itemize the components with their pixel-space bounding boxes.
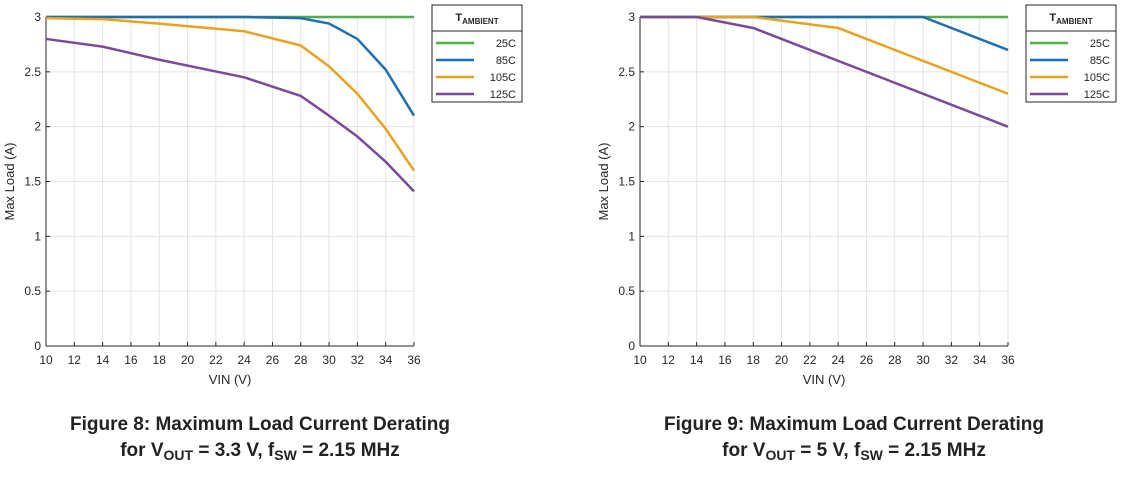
legend-label-125c: 125C — [1084, 89, 1110, 101]
x-tick-label: 28 — [888, 353, 902, 367]
x-tick-label: 16 — [124, 353, 138, 367]
y-tick-label: 0.5 — [24, 284, 41, 298]
y-tick-label: 3 — [628, 10, 635, 24]
x-axis-title: VIN (V) — [209, 372, 252, 387]
series-line-125c — [640, 15, 1009, 128]
series-group — [45, 15, 416, 193]
y-tick-label: 1.5 — [618, 175, 635, 189]
x-tick-label: 26 — [860, 353, 874, 367]
figure-8-chart: 10 12 14 16 18 20 22 24 26 28 30 32 34 36 0 0.5 1 1.5 2 2.5… — [2, 4, 523, 387]
x-tick-label: 32 — [351, 353, 365, 367]
y-axis-title: Max Load (A) — [596, 142, 611, 220]
x-tick-label: 22 — [803, 353, 817, 367]
x-tick-label: 10 — [633, 353, 647, 367]
x-tick-label: 26 — [266, 353, 280, 367]
legend-label-25c: 25C — [496, 38, 516, 50]
x-axis-title: VIN (V) — [803, 372, 846, 387]
y-tick-label: 1.5 — [24, 175, 41, 189]
y-tick-label: 2.5 — [618, 65, 635, 79]
x-tick-label: 18 — [747, 353, 761, 367]
y-tick-label: 0 — [34, 339, 41, 353]
legend-label-85c: 85C — [496, 55, 516, 67]
x-tick-label: 30 — [916, 353, 930, 367]
legend-label-105c: 105C — [490, 72, 516, 84]
x-tick-label: 36 — [1001, 353, 1015, 367]
series-line-85c — [46, 15, 416, 117]
legend-title: TAMBIENT — [1049, 12, 1092, 26]
x-tick-label: 34 — [379, 353, 393, 367]
legend-label-25c: 25C — [1090, 38, 1110, 50]
x-tick-label: 32 — [945, 353, 959, 367]
x-tick-label: 12 — [662, 353, 676, 367]
y-tick-label: 1 — [34, 229, 41, 243]
figure-9-chart: 10 12 14 16 18 20 22 24 26 28 30 32 34 36 0 0.5 1 1.5 2 2.5… — [596, 4, 1117, 387]
x-tick-label: 28 — [294, 353, 308, 367]
y-tick-label: 3 — [34, 10, 41, 24]
figure-8-caption: Figure 8: Maximum Load Current Derating … — [0, 412, 520, 464]
figure-9-caption: Figure 9: Maximum Load Current Derating … — [594, 412, 1114, 464]
figure-9-panel: 10 12 14 16 18 20 22 24 26 28 30 32 34 36 0 0.5 1 1.5 2 2.5… — [594, 0, 1128, 480]
legend-box — [431, 4, 523, 103]
y-tick-label: 1 — [628, 229, 635, 243]
legend-label-85c: 85C — [1090, 55, 1110, 67]
x-tick-label: 12 — [68, 353, 82, 367]
legend-box — [1025, 4, 1117, 103]
x-tick-label: 18 — [153, 353, 167, 367]
x-tick-label: 16 — [718, 353, 732, 367]
y-tick-label: 0.5 — [618, 284, 635, 298]
y-tick-label: 2.5 — [24, 65, 41, 79]
series-group — [640, 15, 1009, 128]
y-tick-label: 2 — [34, 120, 41, 134]
caption-line-2: for VOUT = 5 V, fSW = 2.15 MHz — [722, 440, 986, 463]
x-tick-label: 34 — [973, 353, 987, 367]
x-tick-label: 14 — [690, 353, 704, 367]
x-tick-label: 20 — [181, 353, 195, 367]
y-tick-label: 0 — [628, 339, 635, 353]
grid — [45, 16, 415, 347]
legend: TAMBIENT 25C 85C 105C 125C — [1025, 4, 1117, 103]
series-line-105c — [45, 16, 416, 172]
x-tick-label: 10 — [39, 353, 53, 367]
legend: TAMBIENT 25C 85C 105C 125C — [431, 4, 523, 103]
figure-8-panel: 10 12 14 16 18 20 22 24 26 28 30 32 34 36 0 0.5 1 1.5 2 2.5… — [0, 0, 560, 480]
x-tick-label: 24 — [237, 353, 251, 367]
series-line-85c — [640, 15, 1009, 52]
legend-label-125c: 125C — [490, 89, 516, 101]
caption-line-1: Figure 9: Maximum Load Current Derating — [663, 414, 1045, 435]
caption-line-2: for VOUT = 3.3 V, fSW = 2.15 MHz — [120, 440, 400, 463]
x-tick-label: 30 — [322, 353, 336, 367]
caption-line-1: Figure 8: Maximum Load Current Derating — [69, 414, 451, 435]
grid — [639, 16, 1009, 347]
x-tick-label: 36 — [407, 353, 421, 367]
y-tick-label: 2 — [628, 120, 635, 134]
series-line-125c — [45, 37, 415, 193]
legend-label-105c: 105C — [1084, 72, 1110, 84]
legend-title: TAMBIENT — [455, 12, 498, 26]
x-tick-label: 24 — [831, 353, 845, 367]
x-tick-label: 20 — [775, 353, 789, 367]
x-tick-label: 22 — [209, 353, 223, 367]
x-tick-label: 14 — [96, 353, 110, 367]
y-axis-title: Max Load (A) — [2, 142, 17, 220]
